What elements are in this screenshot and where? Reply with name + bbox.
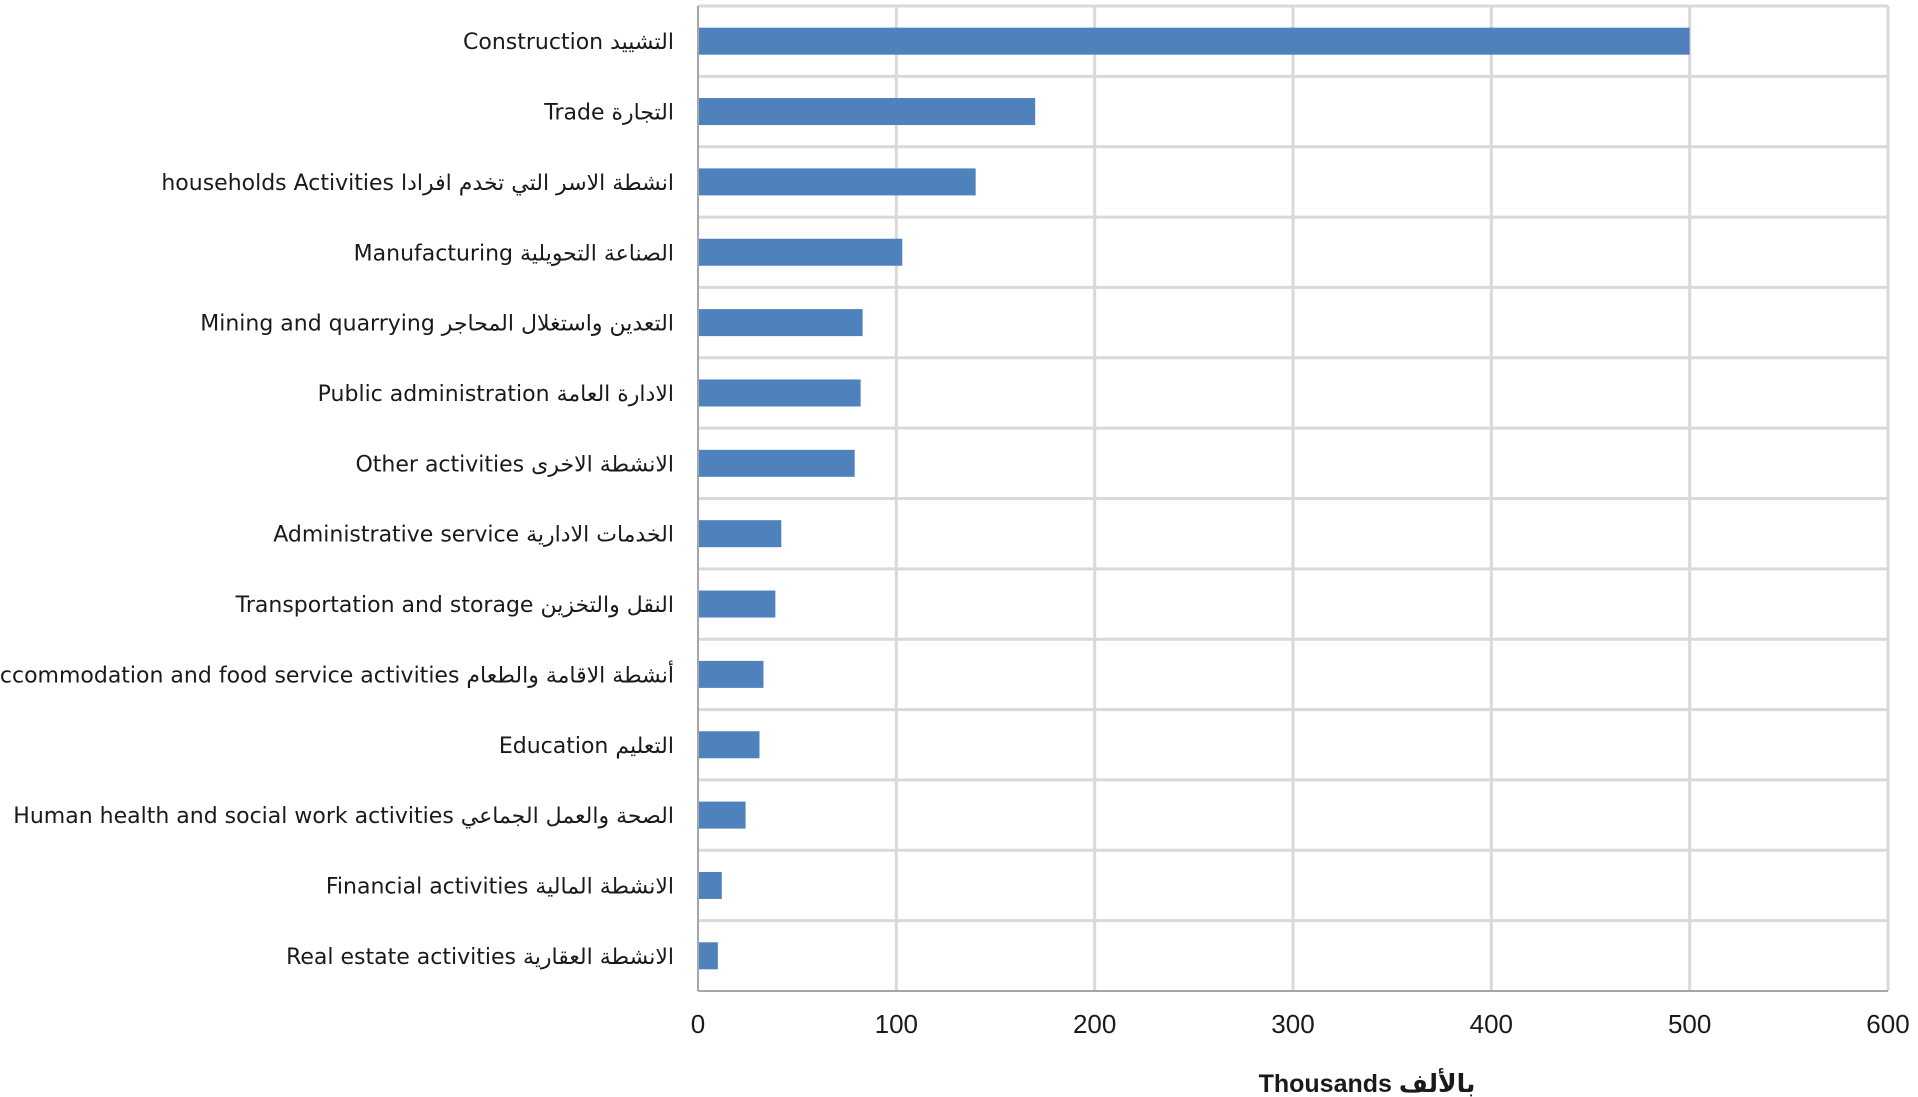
category-label: الصحة والعمل الجماعي Human health and so…	[13, 804, 674, 829]
bar	[698, 379, 861, 407]
category-label: التشييد Construction	[463, 30, 674, 55]
bar	[698, 520, 782, 548]
bar	[698, 168, 976, 196]
category-label: انشطة الاسر التي تخدم افرادا households …	[161, 171, 674, 196]
grid	[698, 4, 1890, 991]
x-tick-label: 200	[1073, 1009, 1116, 1039]
category-label: التعدين واستغلال المحاجر Mining and quar…	[200, 312, 674, 337]
bar	[698, 801, 746, 829]
category-labels: التشييد Construction التجارة Trade انشطة ا…	[0, 30, 674, 970]
x-tick-labels: 0 100 200 300 400 500 600	[691, 1009, 1910, 1039]
bar	[698, 449, 855, 477]
x-tick-label: 600	[1866, 1009, 1909, 1039]
bar	[698, 590, 776, 618]
x-tick-label: 400	[1470, 1009, 1513, 1039]
bar	[698, 660, 764, 688]
category-label: الخدمات الادارية Administrative service	[273, 523, 674, 548]
x-tick-label: 300	[1271, 1009, 1314, 1039]
category-label: أنشطة الاقامة والطعام Accommodation and …	[0, 660, 674, 688]
bar	[698, 731, 760, 759]
category-label: الصناعة التحويلية Manufacturing	[354, 241, 674, 266]
category-label: الانشطة الاخرى Other activities	[355, 452, 674, 477]
bars	[698, 27, 1690, 970]
category-label: الادارة العامة Public administration	[318, 382, 674, 407]
category-label: التعليم Education	[499, 734, 674, 759]
axes	[697, 6, 1888, 992]
bar	[698, 238, 903, 266]
category-label: الانشطة العقارية Real estate activities	[286, 945, 674, 970]
bar	[698, 309, 863, 337]
x-axis-title: بالألف Thousands	[1259, 1068, 1476, 1097]
bar	[698, 871, 722, 899]
bar	[698, 27, 1690, 55]
category-label: النقل والتخزين Transportation and storag…	[235, 593, 674, 618]
bar	[698, 98, 1036, 126]
category-label: التجارة Trade	[543, 101, 674, 126]
x-tick-label: 0	[691, 1009, 705, 1039]
x-tick-label: 100	[875, 1009, 918, 1039]
category-label: الانشطة المالية Financial activities	[326, 874, 674, 899]
x-tick-label: 500	[1668, 1009, 1711, 1039]
bar	[698, 942, 718, 970]
